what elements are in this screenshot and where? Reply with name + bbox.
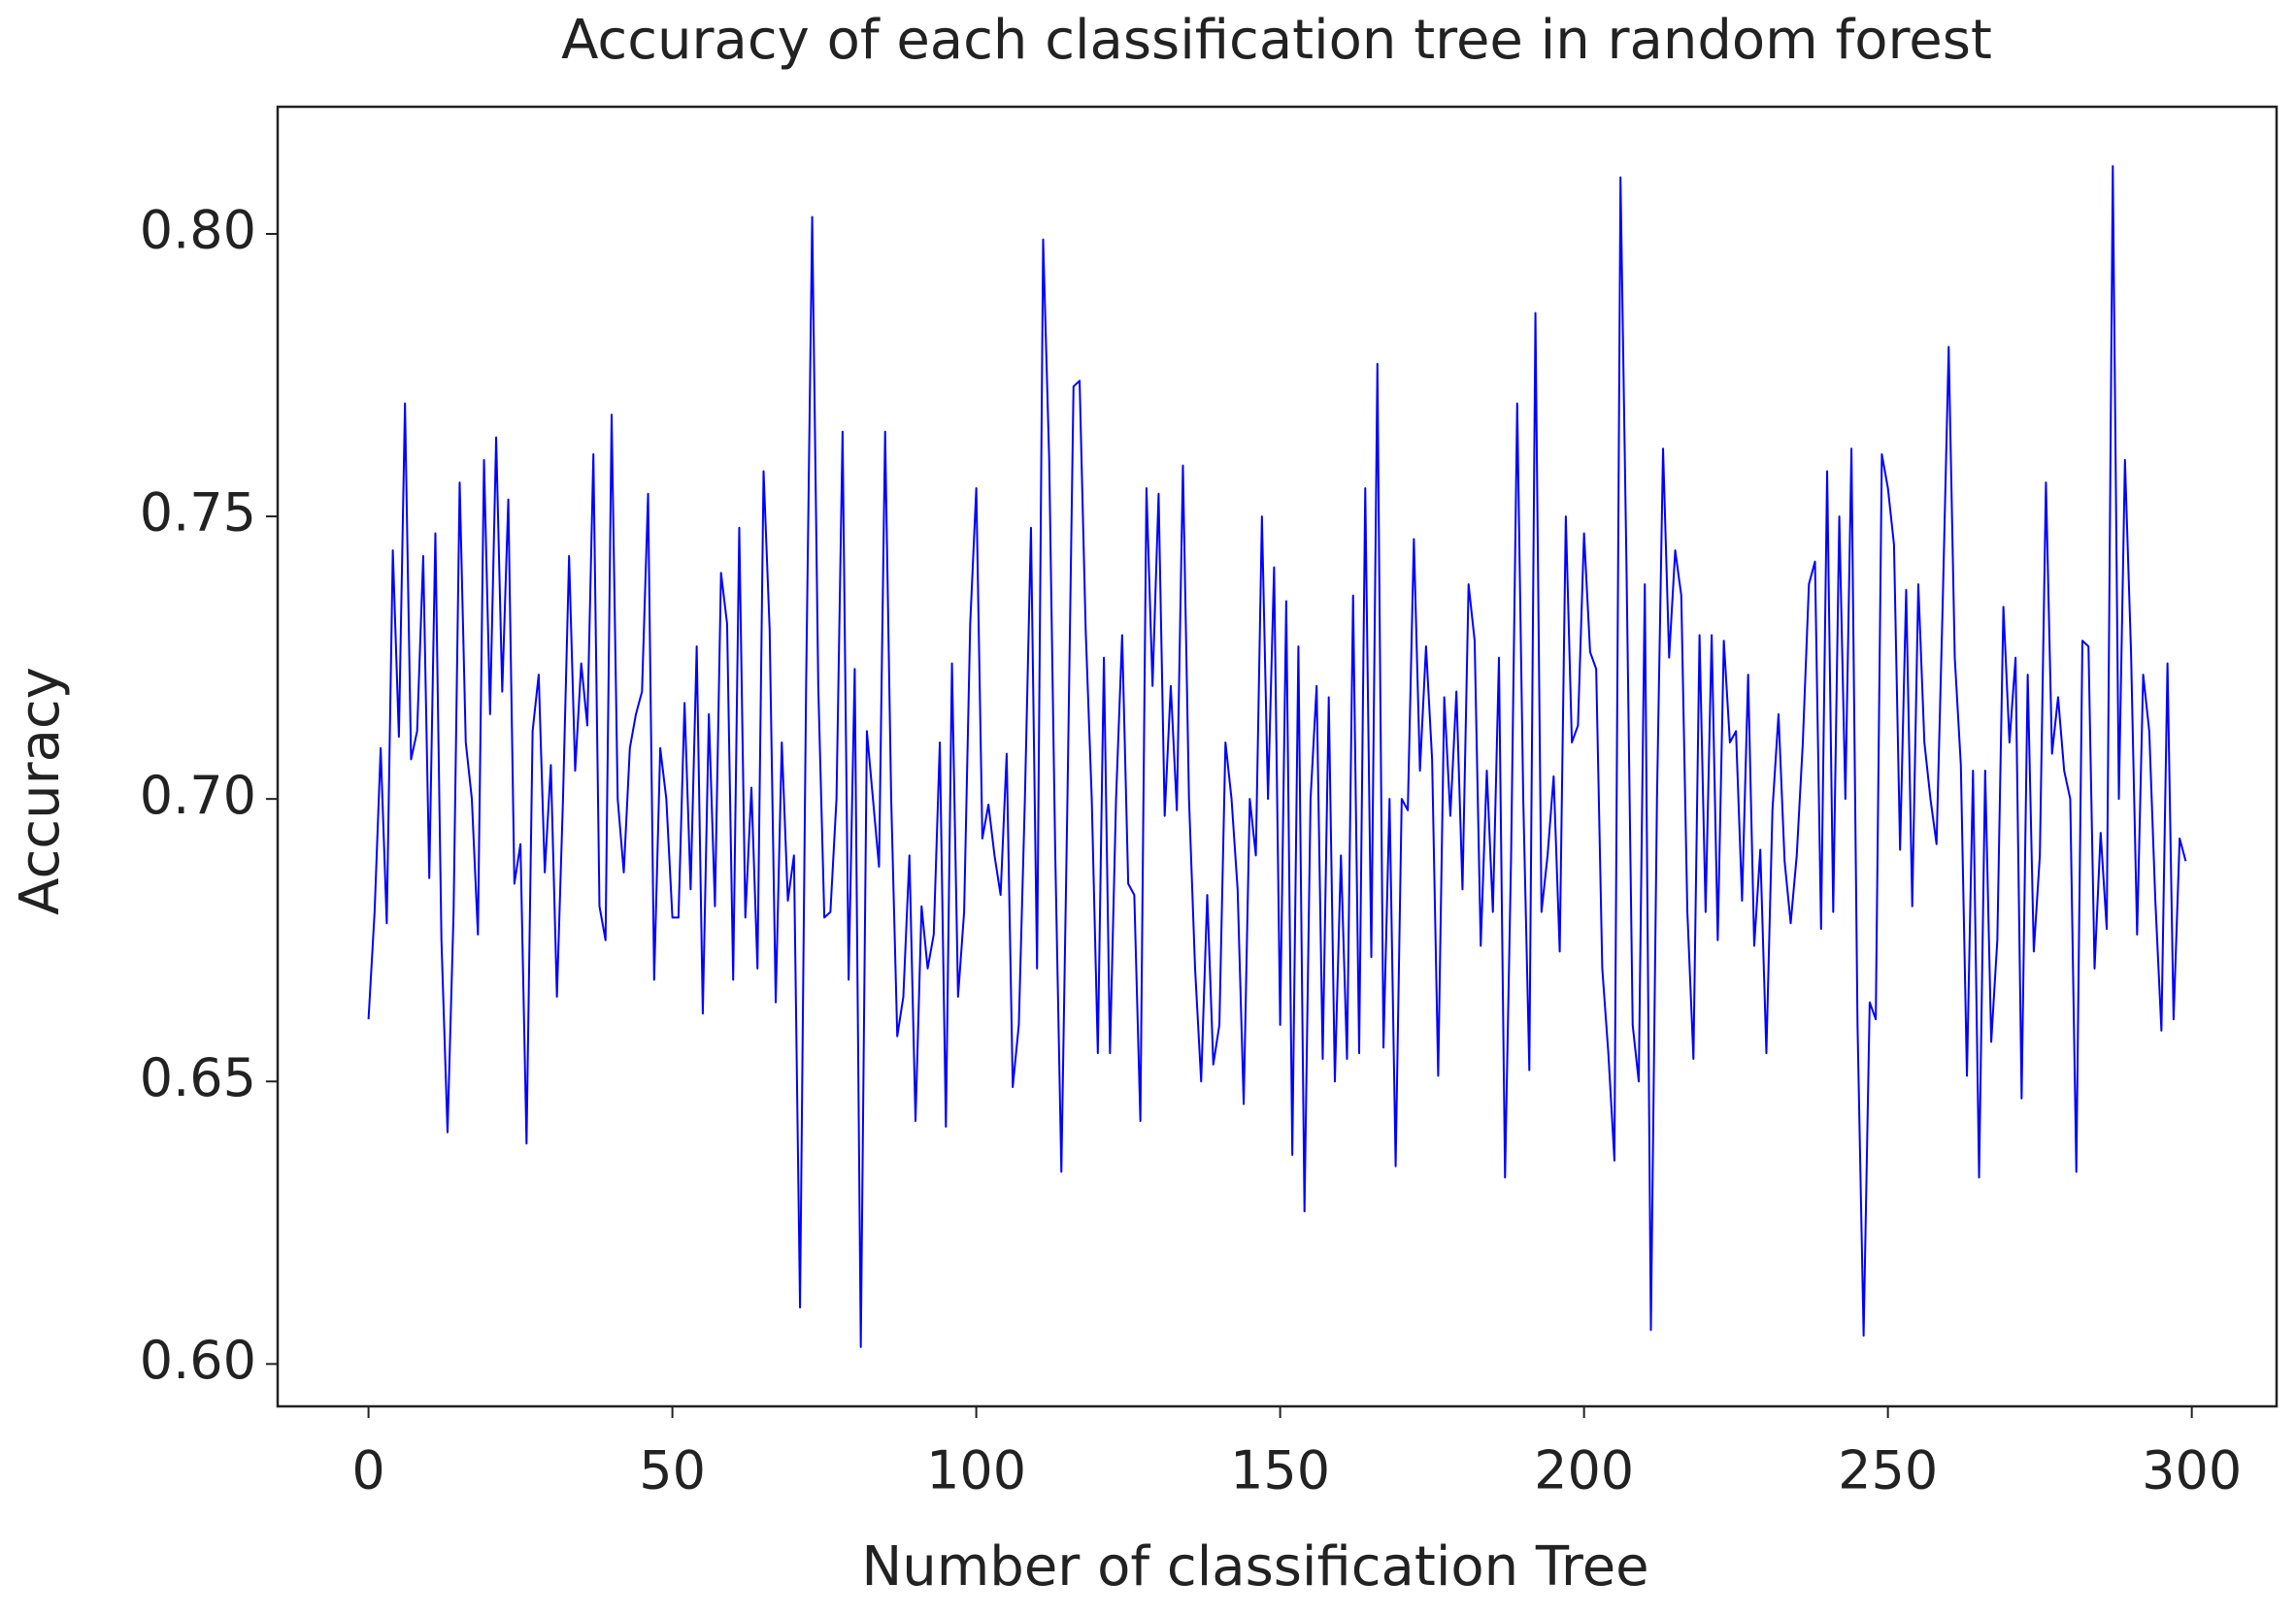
x-axis-label: Number of classification Tree <box>861 1535 1648 1599</box>
x-tick-label: 100 <box>926 1440 1026 1501</box>
y-axis-label: Accuracy <box>9 667 72 915</box>
x-tick-label: 150 <box>1230 1440 1330 1501</box>
x-tick-label: 250 <box>1838 1440 1938 1501</box>
chart-title: Accuracy of each classification tree in … <box>561 9 1992 72</box>
y-tick-label: 0.70 <box>140 765 256 826</box>
x-tick-label: 0 <box>351 1440 384 1501</box>
y-tick-label: 0.75 <box>140 482 256 544</box>
plot-frame <box>276 105 2279 1408</box>
data-line <box>367 165 2187 1348</box>
y-tick-label: 0.60 <box>140 1330 256 1391</box>
x-tick-label: 50 <box>639 1440 706 1501</box>
x-tick-label: 300 <box>2142 1440 2242 1501</box>
x-tick-label: 200 <box>1534 1440 1634 1501</box>
y-tick-label: 0.65 <box>140 1047 256 1108</box>
y-tick-label: 0.80 <box>140 200 256 261</box>
